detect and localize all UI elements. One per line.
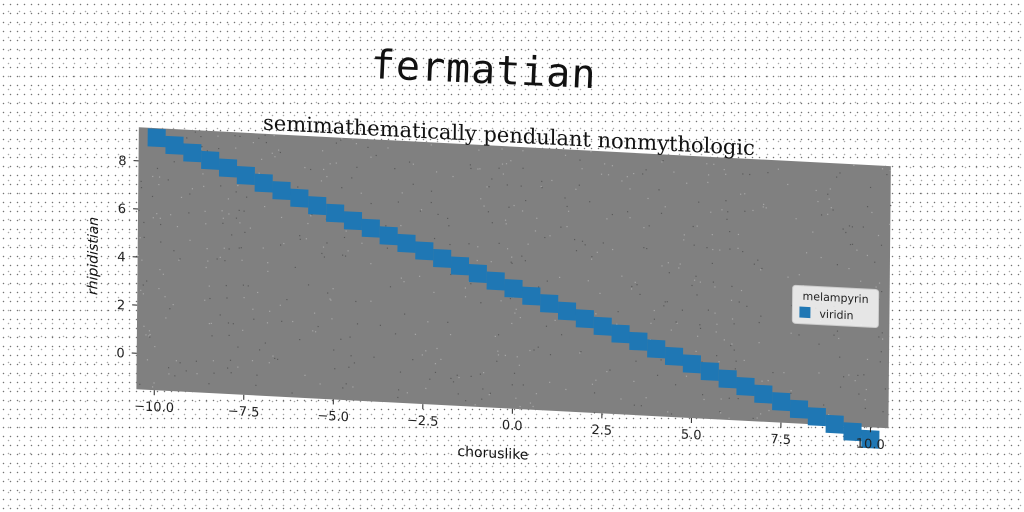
x-tick-label: −2.5 [407, 413, 439, 430]
data-point [379, 226, 398, 246]
plot-noise [137, 131, 892, 420]
data-point [343, 211, 363, 231]
data-point [664, 346, 684, 366]
data-point [201, 150, 220, 170]
data-point [290, 188, 309, 208]
data-point [433, 248, 452, 268]
data-point [629, 331, 648, 351]
data-point [825, 414, 844, 434]
data-point [789, 399, 809, 419]
y-axis-label: rhipidistian [85, 216, 102, 295]
data-point [450, 256, 470, 276]
data-point [468, 264, 487, 283]
x-tick-label: −5.0 [317, 409, 349, 426]
x-tick-label: −10.0 [134, 399, 174, 416]
data-point [736, 377, 755, 396]
data-point [415, 241, 434, 261]
y-axis-ticks: 0 2 4 6 8 [116, 154, 139, 362]
x-tick-label: 2.5 [591, 423, 612, 439]
x-axis-ticks: −10.0 −7.5 −5.0 −2.5 0.0 2.5 5.0 7.5 10.0 [134, 390, 885, 453]
legend-label-viridin: viridin [819, 308, 853, 323]
data-markers [147, 128, 880, 449]
data-point [165, 135, 184, 155]
x-tick-label: 5.0 [681, 427, 702, 443]
data-point [254, 173, 273, 193]
data-point [218, 158, 238, 178]
x-tick-label: 0.0 [502, 418, 523, 434]
y-tick-label: 0 [116, 346, 124, 361]
data-point [397, 233, 416, 253]
x-tick-label: 7.5 [770, 432, 791, 448]
data-point [147, 128, 166, 148]
y-tick-label: 8 [118, 154, 126, 169]
y-tick-label: 4 [117, 250, 125, 265]
data-point [540, 294, 559, 314]
data-point [575, 309, 594, 329]
data-point [326, 203, 345, 223]
data-point [522, 286, 541, 306]
legend-marker [799, 306, 811, 319]
data-point [593, 316, 612, 336]
data-point [361, 218, 380, 238]
x-tick-label: −7.5 [228, 404, 260, 421]
data-point [486, 271, 505, 291]
data-point [843, 422, 862, 442]
data-point [611, 324, 630, 344]
y-tick-label: 6 [118, 202, 126, 217]
y-tick-label: 2 [117, 298, 125, 313]
legend: melampyrin viridin [791, 284, 880, 328]
data-point [861, 429, 880, 449]
data-point [772, 392, 791, 412]
data-point [718, 369, 737, 389]
data-point [700, 361, 719, 381]
data-point [272, 181, 291, 201]
data-point [557, 301, 577, 321]
data-point [308, 196, 327, 216]
data-point [807, 407, 826, 427]
data-point [236, 166, 255, 185]
legend-box [791, 284, 880, 328]
legend-title: melampyrin [803, 290, 869, 306]
data-point [754, 384, 773, 404]
data-point [504, 279, 523, 298]
data-point [682, 354, 701, 374]
x-axis-label: choruslike [457, 444, 528, 464]
data-point [183, 143, 202, 163]
x-tick-label: 10.0 [856, 437, 885, 453]
data-point [647, 339, 666, 359]
